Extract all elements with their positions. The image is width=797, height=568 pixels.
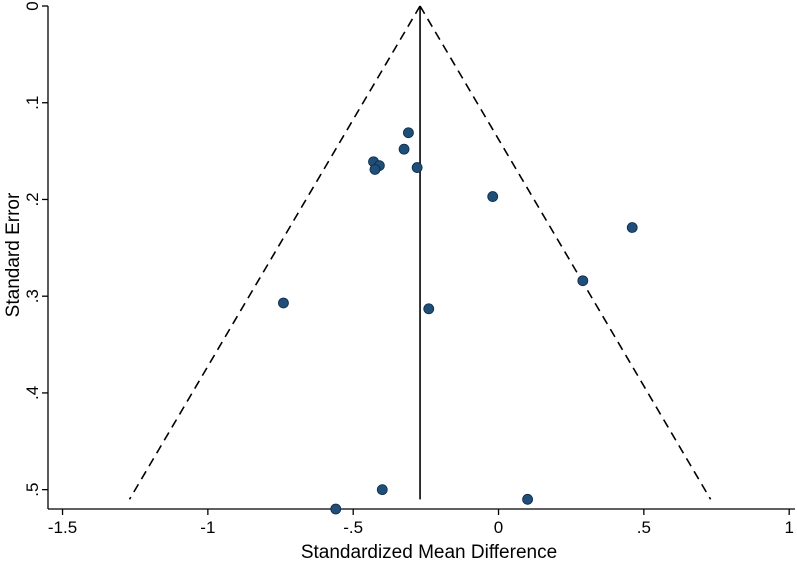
x-tick-label: 1 [784,518,793,537]
study-point [403,127,414,139]
y-axis-title: Standard Error [3,192,24,317]
study-point [423,303,435,315]
funnel-layer [128,5,712,500]
x-tick-label: .5 [637,518,651,537]
study-point [626,222,638,233]
y-tick-label: .4 [23,386,42,400]
study-point [330,503,342,515]
points-layer [278,127,638,515]
study-point [522,493,533,505]
y-tick-label: .1 [23,96,42,110]
x-tick-label: 0 [494,518,503,537]
study-point [369,164,381,175]
study-point [577,275,589,287]
study-point [398,143,410,155]
funnel-left-limit [128,5,421,500]
y-tick-label: 0 [23,1,42,10]
x-axis-title: Standardized Mean Difference [301,542,557,563]
x-tick-label: -.5 [343,518,363,537]
y-tick-label: .2 [23,192,42,206]
axes-layer: -1.5 -1 -.5 0 .5 1 0 .1 .2 .3 .4 .5 [23,1,795,537]
y-tick-label: .3 [23,289,42,303]
study-point [411,162,423,173]
funnel-right-limit [419,5,712,500]
x-tick-label: -1 [200,518,215,537]
study-point [376,484,388,496]
study-point [278,297,289,309]
x-tick-label: -1.5 [48,518,77,537]
y-tick-label: .5 [23,483,42,497]
study-point [487,191,499,202]
